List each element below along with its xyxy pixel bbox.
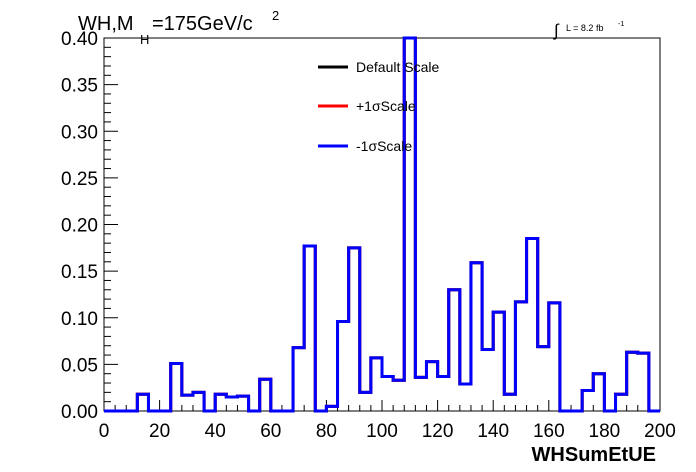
x-tick-label: 60 xyxy=(260,421,281,442)
y-tick-label: 0.10 xyxy=(61,309,98,330)
legend-label-minus1sigma: -1σScale xyxy=(356,138,412,154)
histogram-series xyxy=(104,36,660,413)
title-subscript: H xyxy=(140,32,149,47)
y-tick-label: 0.25 xyxy=(61,169,98,190)
y-tick-label: 0.35 xyxy=(61,76,98,97)
y-tick-label: 0.20 xyxy=(61,216,98,237)
series-line-1 xyxy=(104,36,660,413)
y-tick-label: 0.00 xyxy=(61,402,98,423)
x-tick-label: 0 xyxy=(99,421,110,442)
chart-title: WH,M H =175GeV/c 2 xyxy=(78,8,279,47)
title-rest: =175GeV/c xyxy=(152,13,253,35)
y-tick-label: 0.05 xyxy=(61,355,98,376)
y-axis: 0.00 0.05 0.10 0.15 0.20 0.25 0.30 0.35 0.40 xyxy=(61,29,118,423)
y-tick-label: 0.40 xyxy=(61,29,98,50)
x-tick-label: 160 xyxy=(533,421,565,442)
x-tick-label: 120 xyxy=(422,421,454,442)
x-tick-label: 140 xyxy=(477,421,509,442)
plot-frame xyxy=(103,37,661,412)
title-superscript: 2 xyxy=(272,8,279,23)
x-axis-label: WHSumEtUE xyxy=(532,444,656,466)
y-tick-label: 0.15 xyxy=(61,262,98,283)
series-line-0 xyxy=(104,36,660,413)
x-tick-label: 20 xyxy=(149,421,170,442)
lumi-superscript: -1 xyxy=(618,21,624,28)
integral-symbol: ∫ xyxy=(553,21,560,40)
x-tick-label: 80 xyxy=(316,421,337,442)
legend-label-plus1sigma: +1σScale xyxy=(356,98,416,114)
x-axis: 0 20 40 60 80 100 120 140 160 180 200 xyxy=(99,400,676,442)
legend: Default Scale +1σScale -1σScale xyxy=(318,59,439,154)
lumi-text: L = 8.2 fb xyxy=(566,23,603,33)
series-line-2 xyxy=(104,36,660,413)
title-main: WH,M xyxy=(78,13,134,35)
x-tick-label: 200 xyxy=(644,421,676,442)
legend-label-default: Default Scale xyxy=(356,59,439,75)
luminosity-label: ∫ L = 8.2 fb -1 xyxy=(553,21,624,40)
x-tick-label: 100 xyxy=(366,421,398,442)
y-tick-label: 0.30 xyxy=(61,122,98,143)
x-tick-label: 40 xyxy=(205,421,226,442)
x-tick-label: 180 xyxy=(589,421,621,442)
